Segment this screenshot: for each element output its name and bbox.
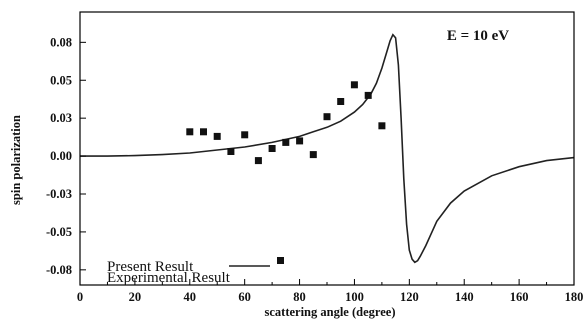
- plot-frame: [79, 11, 575, 286]
- x-tick-label: 0: [77, 290, 83, 304]
- x-tick-label: 180: [565, 290, 584, 304]
- experimental-point: [296, 137, 304, 145]
- x-tick-label: 20: [129, 290, 142, 304]
- legend-label-experimental-result: Experimental Result: [107, 270, 231, 286]
- x-axis-label: scattering angle (degree): [265, 305, 396, 319]
- experimental-points: [186, 81, 386, 165]
- experimental-point: [337, 98, 345, 105]
- y-axis-label: spin polarization: [9, 115, 23, 205]
- experimental-point: [309, 151, 317, 159]
- energy-annotation: E = 10 eV: [447, 28, 509, 44]
- y-tick-label: -0.05: [46, 225, 72, 239]
- x-axis: 0 20 40 60 80 100 120 140 160 180: [77, 279, 584, 304]
- experimental-point: [364, 91, 372, 99]
- experimental-point: [200, 128, 207, 136]
- x-tick-label: 80: [293, 290, 306, 304]
- y-tick-label: 0.08: [50, 35, 72, 49]
- legend: Present Result Experimental Result: [107, 257, 284, 286]
- x-tick-label: 140: [455, 290, 474, 304]
- experimental-point: [241, 131, 249, 139]
- experimental-point: [254, 157, 262, 165]
- y-axis: 0.08 0.05 0.03 0.00 -0.03 -0.05 -0.08: [46, 35, 86, 277]
- y-tick-label: 0.05: [50, 73, 72, 87]
- experimental-point: [282, 138, 290, 146]
- y-tick-label: -0.08: [46, 263, 72, 277]
- x-tick-label: 120: [400, 290, 419, 304]
- y-tick-label: -0.03: [46, 187, 72, 201]
- present-result-line: [80, 33, 575, 264]
- experimental-point: [323, 113, 331, 121]
- experimental-point: [268, 145, 276, 152]
- experimental-point: [227, 148, 235, 155]
- experimental-point: [350, 81, 358, 89]
- experimental-point: [378, 122, 386, 130]
- y-tick-label: 0.00: [50, 149, 72, 163]
- experimental-point: [213, 132, 221, 140]
- x-tick-label: 40: [184, 290, 197, 304]
- x-tick-label: 160: [510, 290, 529, 304]
- experimental-point: [186, 128, 194, 136]
- x-tick-label: 100: [345, 290, 364, 304]
- y-tick-label: 0.03: [50, 111, 72, 125]
- plot-area: [80, 33, 575, 264]
- legend-label-present-result: Present Result: [107, 259, 194, 275]
- x-tick-label: 60: [238, 290, 251, 304]
- legend-marker-swatch: [277, 257, 284, 264]
